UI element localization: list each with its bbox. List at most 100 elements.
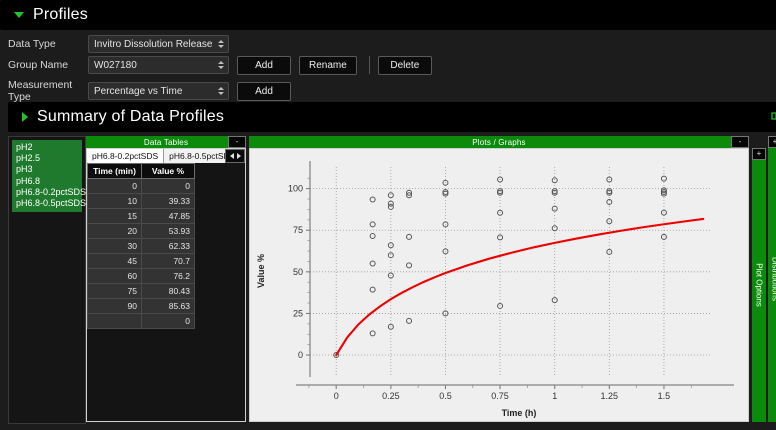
spinner-icon[interactable] <box>218 87 224 95</box>
table-cell[interactable]: 0 <box>141 178 195 194</box>
data-point[interactable] <box>660 209 667 216</box>
data-point[interactable] <box>660 190 667 197</box>
plot-canvas[interactable]: 0 25 50 75 100 0 0.25 0.5 0.75 1 1.25 1.5 Time (h) Va… <box>249 148 749 422</box>
data-point[interactable] <box>551 188 558 195</box>
table-cell[interactable]: 53.93 <box>141 223 195 239</box>
data-point[interactable] <box>660 233 667 240</box>
plot-options-tab[interactable]: + Plot Options <box>752 148 766 422</box>
spinner-icon[interactable] <box>218 61 224 69</box>
data-point[interactable] <box>606 176 613 183</box>
table-cell[interactable] <box>87 313 142 329</box>
plot-options-expand-button[interactable]: + <box>752 148 766 160</box>
data-point[interactable] <box>442 179 449 186</box>
data-point[interactable] <box>606 248 613 255</box>
table-cell[interactable]: 15 <box>87 208 142 224</box>
data-point[interactable] <box>660 188 667 195</box>
data-table-tab[interactable]: pH6.8-0.2pctSDS <box>87 149 165 163</box>
spinner-icon[interactable] <box>218 40 224 48</box>
data-point[interactable] <box>369 286 376 293</box>
data-point[interactable] <box>497 176 504 183</box>
table-cell[interactable]: 45 <box>87 253 142 269</box>
data-point[interactable] <box>606 198 613 205</box>
summary-panel-header[interactable]: Summary of Data Profiles <box>8 102 776 132</box>
table-cell[interactable]: 80.43 <box>141 283 195 299</box>
table-cell[interactable]: 90 <box>87 298 142 314</box>
data-point[interactable] <box>606 189 613 196</box>
table-row[interactable]: 10 39.33 <box>87 193 195 209</box>
data-point[interactable] <box>369 233 376 240</box>
data-point[interactable] <box>369 221 376 228</box>
table-row[interactable]: 15 47.85 <box>87 208 195 224</box>
data-tables-minimize-button[interactable]: - <box>228 136 246 148</box>
arrow-left-icon[interactable] <box>229 153 234 159</box>
profile-list-item[interactable]: pH6.8-0.2pctSDS <box>16 186 87 197</box>
data-point[interactable] <box>606 188 613 195</box>
distributions-expand-button[interactable]: + <box>768 136 776 148</box>
table-cell[interactable]: 62.33 <box>141 238 195 254</box>
data-point[interactable] <box>387 323 394 330</box>
data-point[interactable] <box>442 248 449 255</box>
arrow-right-icon[interactable] <box>236 153 241 159</box>
profile-list-item[interactable]: pH6.8-0.5pctSDS <box>16 198 87 209</box>
data-point[interactable] <box>406 233 413 240</box>
measurement-add-button[interactable]: Add <box>237 81 291 101</box>
caret-down-icon[interactable] <box>14 12 24 18</box>
group-delete-button[interactable]: Delete <box>377 55 432 75</box>
plots-minimize-button[interactable]: - <box>731 136 749 148</box>
table-cell[interactable]: 76.2 <box>141 268 195 284</box>
data-point[interactable] <box>442 190 449 197</box>
table-row[interactable]: 75 80.43 <box>87 283 195 299</box>
table-cell[interactable]: 0 <box>141 313 195 329</box>
table-cell[interactable]: 10 <box>87 193 142 209</box>
table-row[interactable]: 20 53.93 <box>87 223 195 239</box>
profile-list-item[interactable]: pH6.8 <box>16 175 41 186</box>
table-cell[interactable]: 39.33 <box>141 193 195 209</box>
table-cell[interactable]: 20 <box>87 223 142 239</box>
table-row[interactable]: 0 <box>87 313 195 329</box>
data-point[interactable] <box>551 225 558 232</box>
table-row[interactable]: 45 70.7 <box>87 253 195 269</box>
measurement-type-select[interactable]: Percentage vs Time <box>88 82 229 100</box>
data-point[interactable] <box>551 297 558 304</box>
data-point[interactable] <box>497 302 504 309</box>
table-row[interactable]: 60 76.2 <box>87 268 195 284</box>
profiles-panel-header[interactable]: Profiles <box>0 0 776 30</box>
data-point[interactable] <box>551 205 558 212</box>
group-rename-button[interactable]: Rename <box>299 55 357 75</box>
data-point[interactable] <box>442 188 449 195</box>
data-point[interactable] <box>497 209 504 216</box>
table-cell[interactable]: 75 <box>87 283 142 299</box>
data-point[interactable] <box>333 352 340 359</box>
table-row[interactable]: 90 85.63 <box>87 298 195 314</box>
data-point[interactable] <box>387 203 394 210</box>
data-point[interactable] <box>497 188 504 195</box>
data-point[interactable] <box>497 189 504 196</box>
table-cell[interactable]: 0 <box>87 178 142 194</box>
data-point[interactable] <box>406 192 413 199</box>
table-cell[interactable]: 60 <box>87 268 142 284</box>
data-point[interactable] <box>497 234 504 241</box>
export-icon[interactable] <box>771 110 776 124</box>
profile-list-item[interactable]: pH2.5 <box>16 153 41 164</box>
data-table-tabs[interactable]: pH6.8-0.2pctSDS pH6.8-0.5pctSD <box>87 149 245 163</box>
profile-list-item[interactable]: pH2 <box>16 142 33 152</box>
data-type-select[interactable]: Invitro Dissolution Release <box>88 35 229 53</box>
data-point[interactable] <box>387 200 394 207</box>
data-point[interactable] <box>442 310 449 317</box>
table-cell[interactable]: 70.7 <box>141 253 195 269</box>
data-point[interactable] <box>387 252 394 259</box>
data-point[interactable] <box>369 330 376 337</box>
data-point[interactable] <box>387 272 394 279</box>
caret-right-icon[interactable] <box>22 112 28 122</box>
data-point[interactable] <box>551 189 558 196</box>
data-point[interactable] <box>442 221 449 228</box>
data-point[interactable] <box>606 218 613 225</box>
data-point[interactable] <box>406 189 413 196</box>
data-point[interactable] <box>369 260 376 267</box>
data-point[interactable] <box>387 192 394 199</box>
tab-nav-buttons[interactable] <box>225 149 245 163</box>
data-point[interactable] <box>406 317 413 324</box>
data-point[interactable] <box>551 177 558 184</box>
profile-list[interactable]: pH2 pH2.5 pH3 pH6.8 pH6.8-0.2pctSDS pH6.8-0.5… <box>12 140 87 213</box>
